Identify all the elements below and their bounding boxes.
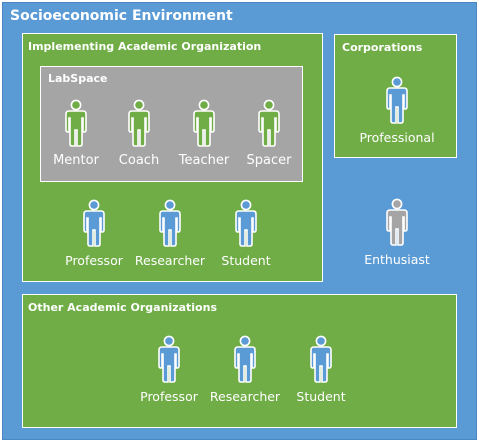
other-academic-organizations-title: Other Academic Organizations [28,301,217,314]
person-label: Professor [140,389,198,404]
person-icon [158,335,180,383]
person-icon [65,99,87,147]
person-label: Professional [359,130,435,145]
person-label: Coach [118,153,160,168]
person-label: Enthusiast [364,252,430,267]
person-enthusiast: Enthusiast [362,194,432,274]
person-teacher: Teacher [169,95,239,175]
socioeconomic-environment-title: Socioeconomic Environment [10,8,233,24]
person-icon [386,76,408,124]
person-mentor: Mentor [41,95,111,175]
person-label: Professor [65,253,123,268]
person-icon [159,199,181,247]
person-icon [310,335,332,383]
person-student: Student [211,195,281,275]
person-researcher: Researcher [135,195,205,275]
person-icon [386,198,408,246]
person-professor: Professor [59,195,129,275]
labspace-title: LabSpace [48,72,108,85]
implementing-academic-organization-title: Implementing Academic Organization [28,40,262,53]
person-spacer: Spacer [234,95,304,175]
person-label: Student [296,389,346,404]
person-icon [258,99,280,147]
person-label: Student [221,253,271,268]
person-label: Teacher [178,153,230,168]
person-icon [235,199,257,247]
corporations-title: Corporations [342,41,423,54]
person-researcher: Researcher [210,331,280,411]
person-label: Researcher [134,253,206,268]
person-student: Student [286,331,356,411]
person-icon [193,99,215,147]
person-icon [128,99,150,147]
person-coach: Coach [104,95,174,175]
person-professional: Professional [359,72,435,152]
person-professor: Professor [134,331,204,411]
person-icon [234,335,256,383]
person-label: Researcher [209,389,281,404]
person-label: Spacer [246,153,292,168]
person-icon [83,199,105,247]
person-label: Mentor [53,153,99,168]
